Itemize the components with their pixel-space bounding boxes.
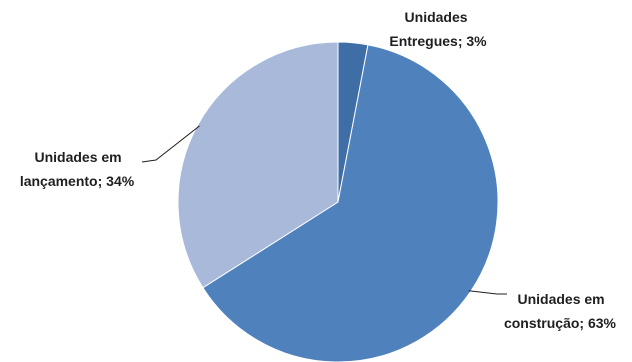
leader-lines	[141, 125, 507, 295]
leader-line-slice-lancamento	[141, 125, 200, 163]
slice-construcao	[202, 44, 499, 362]
slice-lancamento	[177, 41, 339, 289]
label-entregues: Unidades Entregues; 3%	[389, 9, 487, 49]
label-lancamento: Unidades em lançamento; 34%	[20, 149, 135, 189]
leader-line-slice-construcao	[468, 290, 507, 295]
label-construcao: Unidades em construção; 63%	[504, 291, 617, 331]
pie-slices	[177, 41, 499, 362]
